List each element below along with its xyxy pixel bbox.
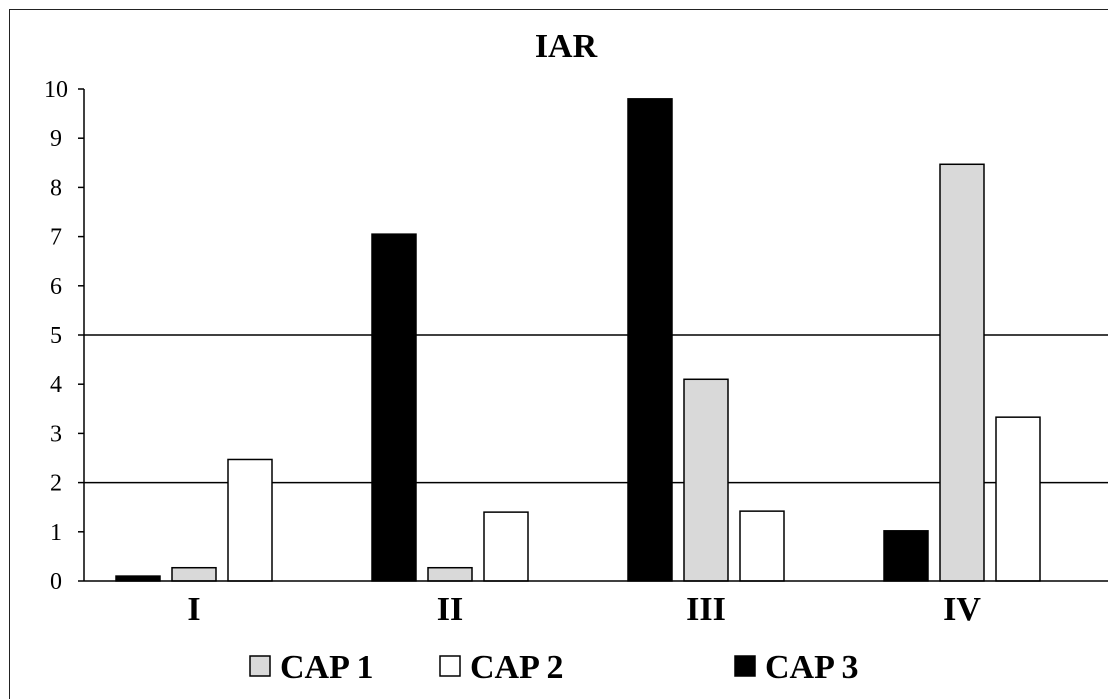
bars — [115, 98, 1041, 582]
legend: CAP 1 CAP 2 CAP 3 — [249, 649, 859, 686]
bar-cap-3-iii — [627, 98, 673, 582]
bar-cap-2-i — [227, 458, 273, 582]
y-tick-label: 0 — [50, 569, 62, 595]
bar-cap-3-ii — [371, 233, 417, 582]
bar-cap-1-iii — [683, 378, 729, 582]
x-tick-label: IV — [943, 591, 981, 628]
bar-cap-2-iii — [739, 510, 785, 582]
bar-cap-1-i — [171, 566, 217, 582]
legend-swatch — [249, 655, 271, 677]
legend-label: CAP 1 — [280, 649, 374, 686]
x-tick-label: III — [686, 591, 726, 628]
y-tick-label: 7 — [50, 225, 62, 251]
legend-swatch — [439, 655, 461, 677]
y-axis: 0 1 2 3 4 5 6 7 8 9 10 — [44, 77, 85, 595]
y-tick-label: 6 — [50, 274, 62, 300]
bar-cap-2-ii — [483, 511, 529, 582]
bar-cap-1-ii — [427, 566, 473, 582]
bar-cap-3-iv — [883, 530, 929, 582]
legend-swatch — [734, 655, 756, 677]
bar-cap-2-iv — [995, 416, 1041, 582]
y-tick-label: 9 — [50, 126, 62, 152]
y-tick-label: 2 — [50, 471, 62, 497]
y-tick-label: 8 — [50, 175, 62, 201]
x-tick-label: II — [437, 591, 463, 628]
y-tick-label: 3 — [50, 421, 62, 447]
bar-cap-1-iv — [939, 163, 985, 582]
y-tick-label: 4 — [50, 372, 62, 398]
chart-title: IAR — [535, 28, 598, 65]
x-axis: I II III IV — [84, 580, 1108, 628]
y-tick-label: 5 — [50, 323, 62, 349]
y-tick-label: 10 — [44, 77, 68, 103]
y-tick-label: 1 — [50, 520, 62, 546]
chart-frame — [9, 9, 1108, 699]
x-tick-label: I — [187, 591, 200, 628]
legend-label: CAP 2 — [470, 649, 564, 686]
legend-label: CAP 3 — [765, 649, 859, 686]
